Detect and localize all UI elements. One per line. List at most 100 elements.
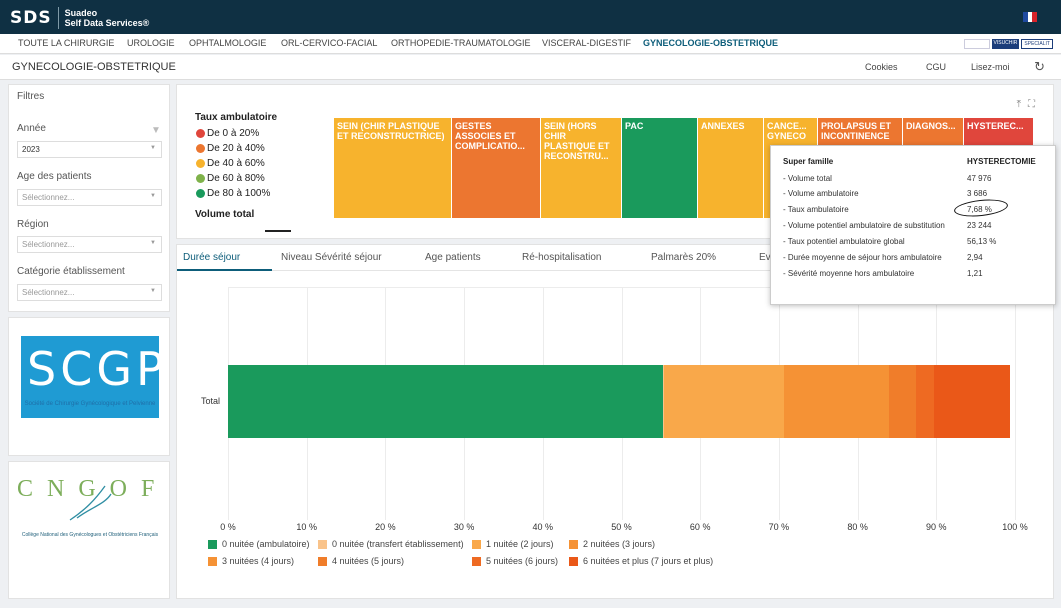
legend-label: 0 nuitée (transfert établissement) [332, 539, 464, 549]
legend-swatch [472, 556, 481, 566]
x-tick-label: 70 % [768, 522, 790, 532]
chevron-down-icon: ▼ [150, 145, 156, 151]
tab-niveau-severite[interactable]: Niveau Sévérité séjour [281, 252, 382, 263]
nav-item-urologie[interactable]: UROLOGIE [127, 38, 175, 48]
legend-item: De 60 à 80% [196, 173, 265, 184]
legend-swatch [318, 556, 327, 566]
legend-label: 1 nuitée (2 jours) [486, 539, 554, 549]
treemap-cell[interactable]: SEIN (CHIR PLASTIQUE ET RECONSTRUCTRICE) [334, 118, 452, 218]
legend-item[interactable]: 4 nuitées (5 jours) [318, 556, 404, 566]
bar-segment[interactable] [849, 365, 890, 438]
flag-stripe-red [1032, 12, 1038, 22]
tab-palmares[interactable]: Palmarès 20% [651, 252, 717, 263]
age-label: Age des patients [17, 171, 92, 182]
age-select[interactable]: Sélectionnez... ▼ [17, 189, 162, 206]
bar-segment[interactable] [889, 365, 916, 438]
legend-item: De 0 à 20% [196, 128, 259, 139]
scgp-letters: SCGP [27, 342, 168, 396]
nav-item-gynecologie[interactable]: GYNECOLOGIE-OBSTETRIQUE [643, 38, 779, 48]
legend-dot [196, 129, 205, 138]
treemap-tooltip: Super famille HYSTERECTOMIE - Volume tot… [770, 145, 1056, 305]
nav-item-orl[interactable]: ORL-CERVICO-FACIAL [281, 38, 378, 48]
partner-logo-1 [963, 39, 990, 49]
gridline [1015, 288, 1016, 520]
lisez-moi-link[interactable]: Lisez-moi [971, 62, 1010, 72]
specialty-nav: TOUTE LA CHIRURGIE UROLOGIE OPHTALMOLOGI… [0, 34, 1061, 54]
scgp-logo-card[interactable]: SCGP Société de Chirurgie Gynécologique … [8, 317, 170, 456]
cgu-link[interactable]: CGU [926, 62, 946, 72]
region-placeholder: Sélectionnez... [22, 240, 75, 249]
french-flag-icon[interactable] [1023, 12, 1038, 22]
nav-item-orthopedie[interactable]: ORTHOPEDIE-TRAUMATOLOGIE [391, 38, 531, 48]
tab-re-hospitalisation[interactable]: Ré-hospitalisation [522, 252, 602, 263]
app-logo[interactable]: SDS Suadeo Self Data Services® [10, 7, 149, 29]
bar-segment[interactable] [783, 365, 850, 438]
legend-dot [196, 159, 205, 168]
categorie-label: Catégorie établissement [17, 266, 125, 277]
legend-dot [196, 189, 205, 198]
tooltip-row-value: 2,94 [967, 253, 983, 262]
scgp-logo: SCGP [21, 336, 164, 418]
annee-select[interactable]: 2023 ▼ [17, 141, 162, 158]
x-tick-label: 20 % [375, 522, 396, 532]
legend-title: Taux ambulatoire [195, 112, 278, 123]
tab-ev[interactable]: Ev [759, 252, 771, 263]
tab-duree-sejour[interactable]: Durée séjour [183, 252, 241, 263]
categorie-select[interactable]: Sélectionnez... ▼ [17, 284, 162, 301]
bar-segment[interactable] [663, 365, 664, 438]
bar-segment[interactable] [933, 365, 1011, 438]
bar-segment[interactable] [228, 365, 664, 438]
tooltip-row-label: - Volume total [783, 174, 832, 183]
legend-label: 6 nuitées et plus (7 jours et plus) [583, 556, 714, 566]
legend-item[interactable]: 0 nuitée (ambulatoire) [208, 539, 310, 549]
x-tick-label: 80 % [847, 522, 868, 532]
refresh-icon[interactable]: ↻ [1034, 59, 1045, 74]
treemap-cell[interactable]: GESTES ASSOCIES ET COMPLICATIO... [452, 118, 541, 218]
treemap-cell[interactable]: ANNEXES [698, 118, 764, 218]
legend-item[interactable]: 6 nuitées et plus (7 jours et plus) [569, 556, 713, 566]
cngof-caption: Collège National des Gynécologues et Obs… [21, 532, 159, 538]
active-tab-indicator [177, 269, 272, 271]
nav-item-visceral[interactable]: VISCERAL-DIGESTIF [542, 38, 632, 48]
treemap-cell[interactable]: SEIN (HORS CHIR PLASTIQUE ET RECONSTRU..… [541, 118, 622, 218]
legend-item[interactable]: 0 nuitée (transfert établissement) [318, 539, 464, 549]
cookies-link[interactable]: Cookies [865, 62, 898, 72]
legend-swatch [318, 539, 327, 549]
cngof-logo-card[interactable]: CNGOF Collège National des Gynécologues … [8, 461, 170, 599]
legend-swatch [472, 539, 481, 549]
bar-segment[interactable] [663, 365, 784, 438]
legend-item: De 80 à 100% [196, 188, 270, 199]
region-select[interactable]: Sélectionnez... ▼ [17, 236, 162, 253]
flag-stripe-white [1027, 12, 1033, 22]
tooltip-row-value: 23 244 [967, 221, 992, 230]
x-tick-label: 0 % [220, 522, 236, 532]
legend-label: De 20 à 40% [207, 143, 265, 154]
legend-dot [196, 174, 205, 183]
legend-item[interactable]: 2 nuitées (3 jours) [569, 539, 655, 549]
treemap-cell[interactable]: PAC [622, 118, 698, 218]
tab-age-patients[interactable]: Age patients [425, 252, 481, 263]
nav-item-ophtalmologie[interactable]: OPHTALMOLOGIE [189, 38, 267, 48]
brand-sub: Self Data Services® [64, 18, 150, 28]
annee-label: Année [17, 123, 46, 134]
legend-item[interactable]: 1 nuitée (2 jours) [472, 539, 554, 549]
nav-item-toute-la-chirurgie[interactable]: TOUTE LA CHIRURGIE [18, 38, 115, 48]
category-label: Total [201, 396, 221, 406]
share-icon[interactable]: ⤒ [1016, 99, 1021, 110]
x-tick-label: 50 % [611, 522, 632, 532]
plot-area [228, 287, 1016, 520]
legend-item[interactable]: 5 nuitées (6 jours) [472, 556, 558, 566]
legend-item[interactable]: 3 nuitées (4 jours) [208, 556, 294, 566]
fullscreen-icon[interactable]: ⛶ [1028, 99, 1035, 110]
filter-clear-icon[interactable]: ▼ [151, 125, 161, 136]
logo-sds: SDS [10, 8, 52, 28]
legend-label: 2 nuitées (3 jours) [583, 539, 656, 549]
bar-segment[interactable] [915, 365, 934, 438]
legend-swatch [208, 539, 217, 549]
legend-label: De 0 à 20% [207, 128, 260, 139]
legend-label: 5 nuitées (6 jours) [486, 556, 559, 566]
legend-label: 3 nuitées (4 jours) [222, 556, 295, 566]
tooltip-row-label: - Taux potentiel ambulatoire global [783, 237, 905, 246]
tooltip-row-label: - Durée moyenne de séjour hors ambulatoi… [783, 253, 942, 262]
categorie-placeholder: Sélectionnez... [22, 288, 75, 297]
